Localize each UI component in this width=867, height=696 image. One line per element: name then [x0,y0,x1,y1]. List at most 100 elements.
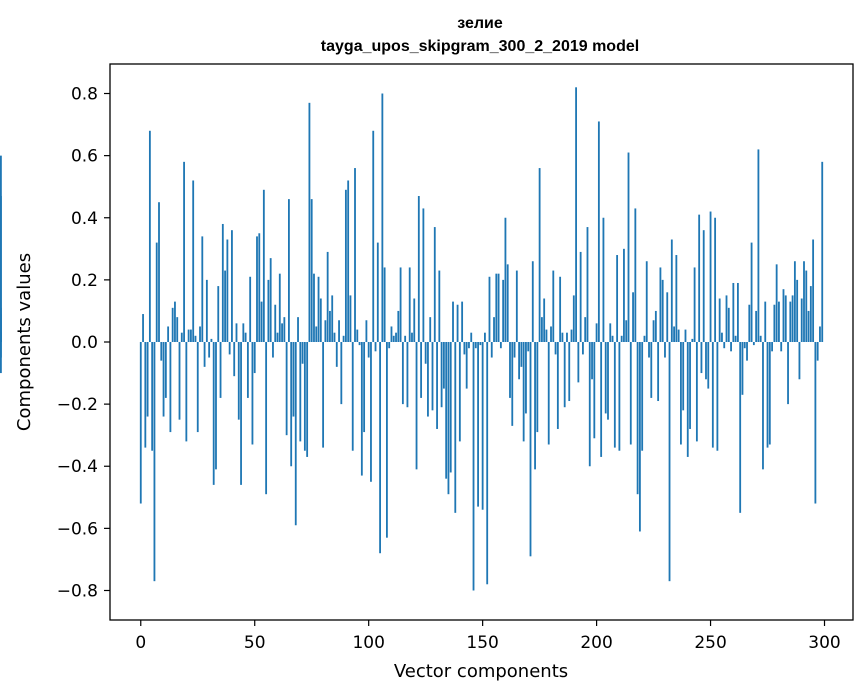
bar [620,335,623,342]
bar [632,292,634,342]
bar [210,338,213,342]
bar [246,342,249,398]
bar [689,342,691,429]
bar [420,342,423,398]
bar [297,317,299,342]
bar [773,304,776,342]
bar [486,342,489,585]
bar [262,189,265,342]
bar [272,342,274,358]
bar [212,342,215,485]
bar [695,342,698,442]
bar [438,270,441,342]
bar [176,317,179,342]
bar [283,317,286,342]
bar [306,342,309,457]
bar [433,227,436,342]
bar [736,282,739,342]
bar [285,342,288,436]
bar [591,342,593,380]
bar [686,342,689,457]
bar [142,314,144,342]
bar [572,295,575,342]
bar [139,342,142,504]
bar [768,342,771,445]
bar [370,342,372,482]
bar [807,310,810,342]
bar [342,335,345,342]
bar [158,202,160,342]
bar [401,342,404,405]
bar [743,342,746,349]
bar [664,342,666,358]
bar [447,342,450,495]
bar [472,342,475,591]
bar [192,180,195,342]
bar [477,342,479,507]
bar [265,342,268,495]
bar [648,342,650,358]
bar [215,342,217,470]
bar [178,342,181,420]
bar [652,320,655,342]
bar [675,255,678,342]
bars-group [0,87,824,591]
bar [727,307,730,342]
bar [800,298,803,342]
bar [331,295,334,342]
y-axis-ticks: −0.8 −0.6 −0.4 −0.2 0.0 0.2 0.4 0.6 0.8 [57,85,110,601]
bar [556,342,559,429]
bar [242,323,245,342]
bar [376,242,379,342]
bar [552,270,555,342]
bar [313,273,315,342]
bar [582,342,584,355]
bar [611,335,614,342]
bar [415,342,418,470]
bar [595,323,598,342]
bar [237,342,240,420]
bar [317,276,320,342]
bar [294,342,297,526]
y-tick-label: 0.6 [71,147,98,167]
bar [194,335,197,342]
bar [440,342,443,408]
bar [436,342,438,429]
bar [588,342,591,467]
bar [536,342,539,433]
bar [228,342,231,355]
bar [431,342,434,411]
bar [791,295,794,342]
bar [326,251,329,342]
bar [734,335,737,342]
chart-title: зелие [457,15,503,32]
bar [613,342,616,448]
bar [417,196,420,342]
bar [511,342,514,426]
bar [406,342,409,408]
bar [809,286,812,342]
bar [716,342,719,451]
bar [388,342,391,349]
bar [531,261,534,342]
bar [520,342,523,367]
bar [319,298,322,342]
bar [479,342,482,346]
bar [221,223,224,342]
bar [169,342,172,433]
bar [759,335,762,342]
bar [148,130,151,342]
y-tick-label: −0.6 [57,519,98,539]
bar [629,342,632,445]
bar [547,342,550,445]
bar [454,342,457,513]
bar [732,282,735,342]
bar [534,342,536,470]
bar [540,317,543,342]
bar [748,304,751,342]
bar [226,239,229,342]
bar [374,342,377,352]
bar [623,248,625,342]
bar [752,342,755,346]
